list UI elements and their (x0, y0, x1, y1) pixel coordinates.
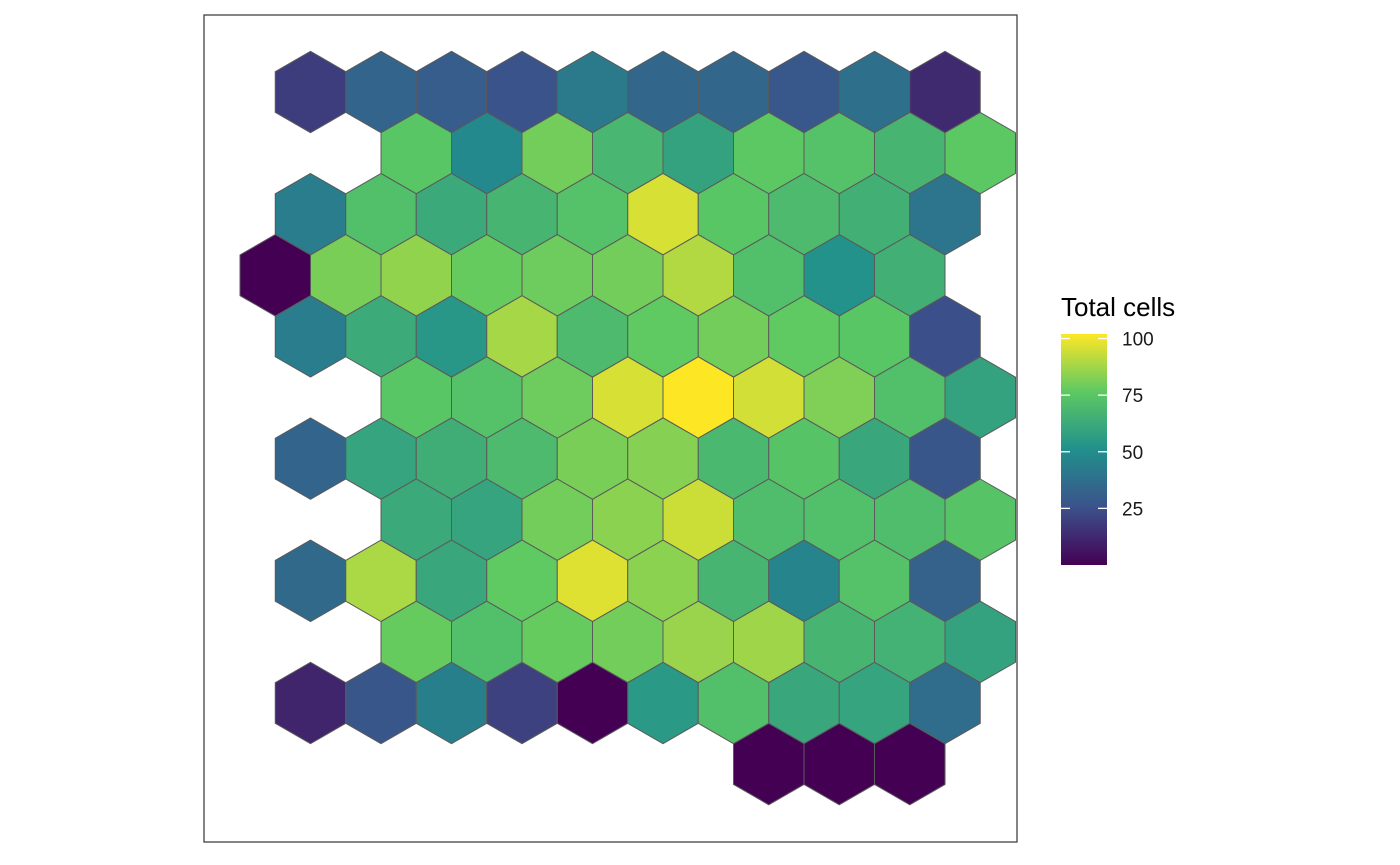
legend: Total cells 25 50 75 100 (1061, 292, 1175, 565)
legend-tick-label: 25 (1122, 499, 1143, 520)
hex-cell (274, 539, 347, 623)
hex-cell (274, 661, 347, 745)
legend-colorbar (1061, 334, 1107, 565)
hex-cell (874, 722, 946, 806)
panel-border (203, 14, 1018, 843)
legend-tick-label: 50 (1122, 443, 1143, 464)
legend-ticks: 25 50 75 100 (1061, 330, 1154, 520)
hex-layer (239, 50, 1016, 806)
legend-tick-label: 75 (1122, 386, 1143, 407)
legend-title: Total cells (1061, 292, 1175, 322)
hex-cell (274, 50, 347, 134)
hex-cell (274, 417, 347, 500)
legend-tick-label: 100 (1122, 330, 1154, 351)
